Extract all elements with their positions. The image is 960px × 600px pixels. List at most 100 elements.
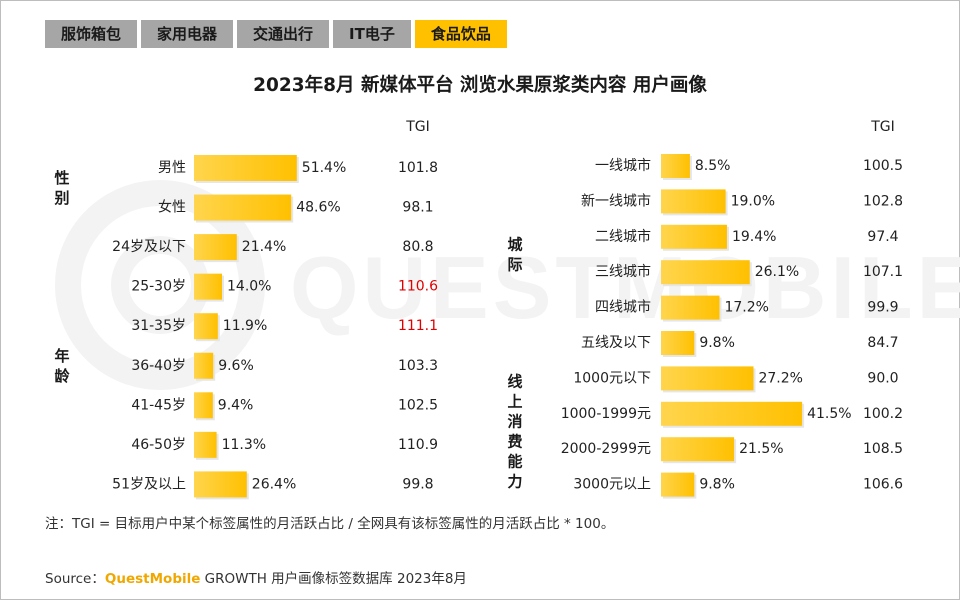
value-label: 19.0% xyxy=(731,193,775,209)
group-label: 城际 xyxy=(507,236,522,274)
tgi-value: 102.5 xyxy=(398,397,438,413)
tgi-value: 108.5 xyxy=(863,441,903,457)
tab-apparel-bags[interactable]: 服饰箱包 xyxy=(45,20,138,48)
group-label-char: 性 xyxy=(54,169,69,187)
category-label: 1000元以下 xyxy=(573,370,651,386)
category-label: 31-35岁 xyxy=(131,318,186,334)
group-label: 年龄 xyxy=(54,347,70,385)
bar xyxy=(194,471,247,498)
value-label: 21.4% xyxy=(242,239,286,255)
category-label: 46-50岁 xyxy=(131,437,186,453)
value-label: 21.5% xyxy=(739,441,783,457)
tab-home-appliances[interactable]: 家用电器 xyxy=(141,20,234,48)
bar xyxy=(661,295,720,320)
group-label-char: 力 xyxy=(507,473,522,491)
value-label: 41.5% xyxy=(807,406,851,422)
group-label-char: 能 xyxy=(507,453,522,471)
source-rest: GROWTH 用户画像标签数据库 2023年8月 xyxy=(200,571,467,587)
group-label: 线上消费能力 xyxy=(507,373,522,491)
category-label: 24岁及以下 xyxy=(112,239,186,255)
category-label: 51岁及以上 xyxy=(112,476,186,492)
bar xyxy=(194,194,292,221)
tgi-value: 110.9 xyxy=(398,437,438,453)
group-label-char: 消 xyxy=(507,413,522,431)
tgi-value: 101.8 xyxy=(398,160,438,176)
value-label: 9.6% xyxy=(218,358,254,374)
bar xyxy=(194,234,237,261)
tgi-value: 106.6 xyxy=(863,477,903,493)
category-label: 五线及以下 xyxy=(581,335,651,351)
bar xyxy=(661,366,754,391)
footnote: 注：TGI = 目标用户中某个标签属性的月活跃占比 / 全网具有该标签属性的月活… xyxy=(45,516,615,532)
category-label: 1000-1999元 xyxy=(561,406,651,422)
value-label: 17.2% xyxy=(724,300,768,316)
tgi-value: 111.1 xyxy=(398,318,438,334)
category-label: 一线城市 xyxy=(595,157,651,174)
bar xyxy=(661,331,695,355)
tab-it-electronics[interactable]: IT电子 xyxy=(333,20,411,48)
category-label: 36-40岁 xyxy=(131,358,186,374)
tgi-header: TGI xyxy=(405,119,430,135)
value-label: 51.4% xyxy=(302,160,346,176)
category-label: 四线城市 xyxy=(595,299,651,316)
category-label: 41-45岁 xyxy=(131,397,186,413)
value-label: 9.4% xyxy=(218,397,254,413)
tgi-value: 110.6 xyxy=(398,279,438,295)
group-label-char: 际 xyxy=(507,256,522,274)
tgi-value: 97.4 xyxy=(867,229,898,245)
bar xyxy=(661,260,750,285)
group-label-char: 线 xyxy=(507,373,522,391)
category-label: 三线城市 xyxy=(595,263,651,280)
source-brand: QuestMobile xyxy=(104,571,201,587)
group-label-char: 城 xyxy=(507,236,522,254)
value-label: 9.8% xyxy=(699,335,735,351)
bar xyxy=(661,401,803,426)
tab-transportation[interactable]: 交通出行 xyxy=(237,20,330,48)
bar xyxy=(194,352,214,379)
group-label: 性别 xyxy=(53,169,69,207)
value-label: 48.6% xyxy=(296,200,340,216)
tgi-value: 99.8 xyxy=(402,476,433,492)
source-line: Source：QuestMobile GROWTH 用户画像标签数据库 2023… xyxy=(45,567,467,587)
tgi-value: 99.9 xyxy=(867,300,898,316)
tgi-header: TGI xyxy=(870,119,895,135)
tgi-value: 100.5 xyxy=(863,158,903,174)
tgi-value: 84.7 xyxy=(867,335,898,351)
bar xyxy=(661,472,695,497)
bar xyxy=(194,392,213,419)
chart-title: 2023年8月 新媒体平台 浏览水果原浆类内容 用户画像 xyxy=(253,75,707,96)
value-label: 26.4% xyxy=(252,476,296,492)
bar xyxy=(194,431,217,458)
category-label: 二线城市 xyxy=(595,228,651,245)
tgi-value: 90.0 xyxy=(867,370,898,386)
category-label: 3000元以上 xyxy=(573,477,651,493)
value-label: 19.4% xyxy=(732,229,776,245)
value-label: 11.9% xyxy=(223,318,267,334)
value-label: 9.8% xyxy=(699,477,735,493)
value-label: 14.0% xyxy=(227,279,271,295)
group-label-char: 费 xyxy=(507,433,522,451)
tgi-value: 102.8 xyxy=(863,193,903,209)
category-label: 女性 xyxy=(158,199,186,216)
value-label: 26.1% xyxy=(755,264,799,280)
bar xyxy=(661,224,727,249)
value-label: 8.5% xyxy=(695,158,731,174)
tgi-value: 98.1 xyxy=(402,200,433,216)
group-label-char: 上 xyxy=(507,393,522,411)
category-label: 男性 xyxy=(158,160,186,176)
group-label-char: 龄 xyxy=(54,367,70,385)
value-label: 11.3% xyxy=(222,437,266,453)
category-label: 2000-2999元 xyxy=(561,441,651,457)
value-label: 27.2% xyxy=(758,370,802,386)
source-prefix: Source： xyxy=(45,571,105,587)
tgi-value: 107.1 xyxy=(863,264,903,280)
tab-food-beverage[interactable]: 食品饮品 xyxy=(414,20,507,48)
bar xyxy=(194,273,222,300)
tgi-value: 80.8 xyxy=(402,239,433,255)
bar xyxy=(194,313,218,340)
bar xyxy=(661,437,735,462)
bar xyxy=(661,189,726,214)
tgi-value: 100.2 xyxy=(863,406,903,422)
category-label: 新一线城市 xyxy=(581,192,651,209)
bar xyxy=(661,154,690,178)
